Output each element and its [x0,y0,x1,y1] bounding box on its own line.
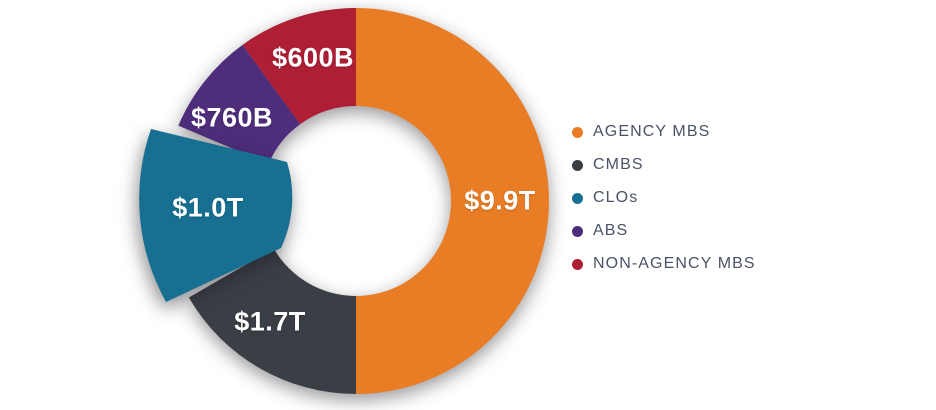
legend-item-abs: ABS [572,220,756,242]
legend-dot-non-agency-mbs [572,258,583,270]
legend-item-agency-mbs: AGENCY MBS [572,121,756,143]
slice-label-abs: $760B [190,102,274,133]
slice-agency-mbs [356,8,549,394]
legend-label-non-agency-mbs: NON-AGENCY MBS [593,255,756,272]
exploded-wedge-clos [139,129,293,302]
donut-ring [178,8,549,394]
slice-label-agency-mbs: $9.9T [464,185,536,216]
slice-cmbs [188,248,356,394]
slice-label-clos: $1.0T [172,192,244,223]
legend-label-cmbs: CMBS [593,156,644,173]
slice-non-agency-mbs [242,8,356,125]
slice-clos [139,129,293,302]
legend-item-non-agency-mbs: NON-AGENCY MBS [572,253,756,275]
legend-dot-agency-mbs [572,126,583,138]
legend-item-cmbs: CMBS [572,154,756,176]
legend-item-clos: CLOs [572,187,756,209]
legend-dot-cmbs [572,159,583,171]
slice-abs [178,44,301,164]
legend-label-agency-mbs: AGENCY MBS [593,123,711,140]
legend-label-abs: ABS [593,222,629,239]
legend-label-clos: CLOs [593,189,639,206]
legend-dot-clos [572,192,583,204]
legend-dot-abs [572,225,583,237]
slice-label-non-agency-mbs: $600B [271,42,355,73]
legend: AGENCY MBS CMBS CLOs ABS NON-AGENCY MBS [572,121,756,286]
slice-label-cmbs: $1.7T [234,306,306,337]
